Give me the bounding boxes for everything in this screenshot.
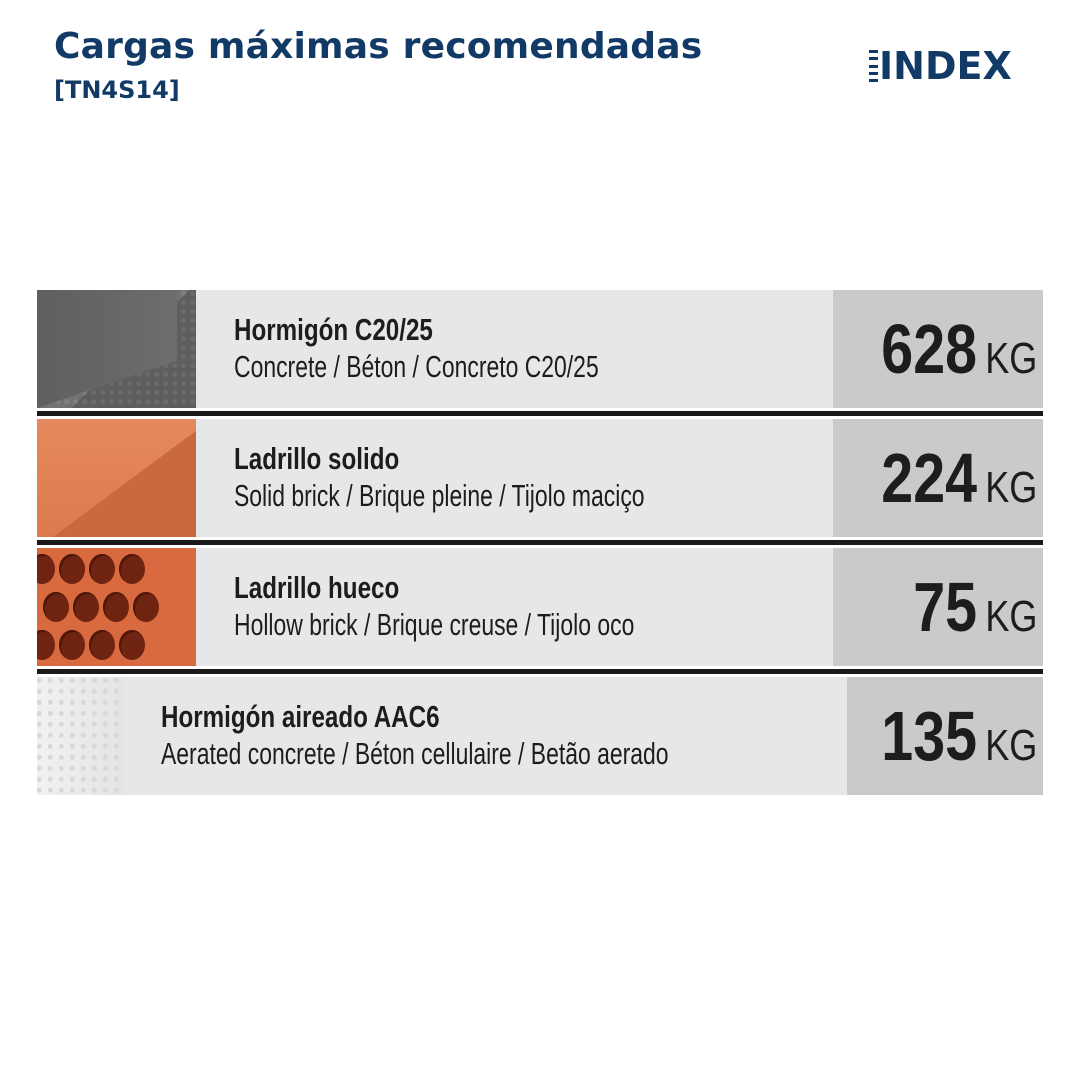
load-value-cell: 224 KG [833,419,1043,537]
concrete-swatch-icon [37,290,196,408]
brand-logo: INDEX [869,46,1012,86]
material-name: Hormigón aireado AAC6 [160,699,440,734]
material-label: Ladrillo solido Solid brick / Brique ple… [196,419,833,537]
load-value: 75 [912,568,977,646]
load-value: 135 [880,697,977,775]
material-description: Solid brick / Brique pleine / Tijolo mac… [234,478,645,513]
material-name: Ladrillo solido [234,441,400,476]
material-label: Hormigón aireado AAC6 Aerated concrete /… [123,677,847,795]
material-description: Hollow brick / Brique creuse / Tijolo oc… [234,607,635,642]
load-table: Hormigón C20/25 Concrete / Béton / Concr… [37,290,1043,795]
page-title: Cargas máximas recomendadas [54,26,703,67]
load-value-cell: 75 KG [833,548,1043,666]
load-unit: KG [984,334,1037,383]
material-name: Hormigón C20/25 [234,312,433,347]
load-value-cell: 135 KG [846,677,1043,795]
table-row: Ladrillo hueco Hollow brick / Brique cre… [37,540,1043,666]
material-description: Concrete / Béton / Concreto C20/25 [234,349,599,384]
load-value-cell: 628 KG [833,290,1043,408]
load-value: 224 [880,439,977,517]
logo-stripes-icon [869,50,878,82]
logo-text: INDEX [879,44,1012,88]
table-row: Hormigón C20/25 Concrete / Béton / Concr… [37,290,1043,408]
material-description: Aerated concrete / Béton cellulaire / Be… [160,736,669,771]
load-unit: KG [984,463,1037,512]
material-label: Ladrillo hueco Hollow brick / Brique cre… [196,548,833,666]
load-unit: KG [984,721,1037,770]
load-unit: KG [984,592,1037,641]
product-code: [TN4S14] [54,76,180,104]
load-value: 628 [880,310,977,388]
material-label: Hormigón C20/25 Concrete / Béton / Concr… [196,290,833,408]
aerated-concrete-swatch-icon [37,677,123,795]
table-row: Ladrillo solido Solid brick / Brique ple… [37,411,1043,537]
table-row: Hormigón aireado AAC6 Aerated concrete /… [37,669,1043,795]
hollow-brick-swatch-icon [37,548,196,666]
material-name: Ladrillo hueco [234,570,400,605]
solid-brick-swatch-icon [37,419,196,537]
